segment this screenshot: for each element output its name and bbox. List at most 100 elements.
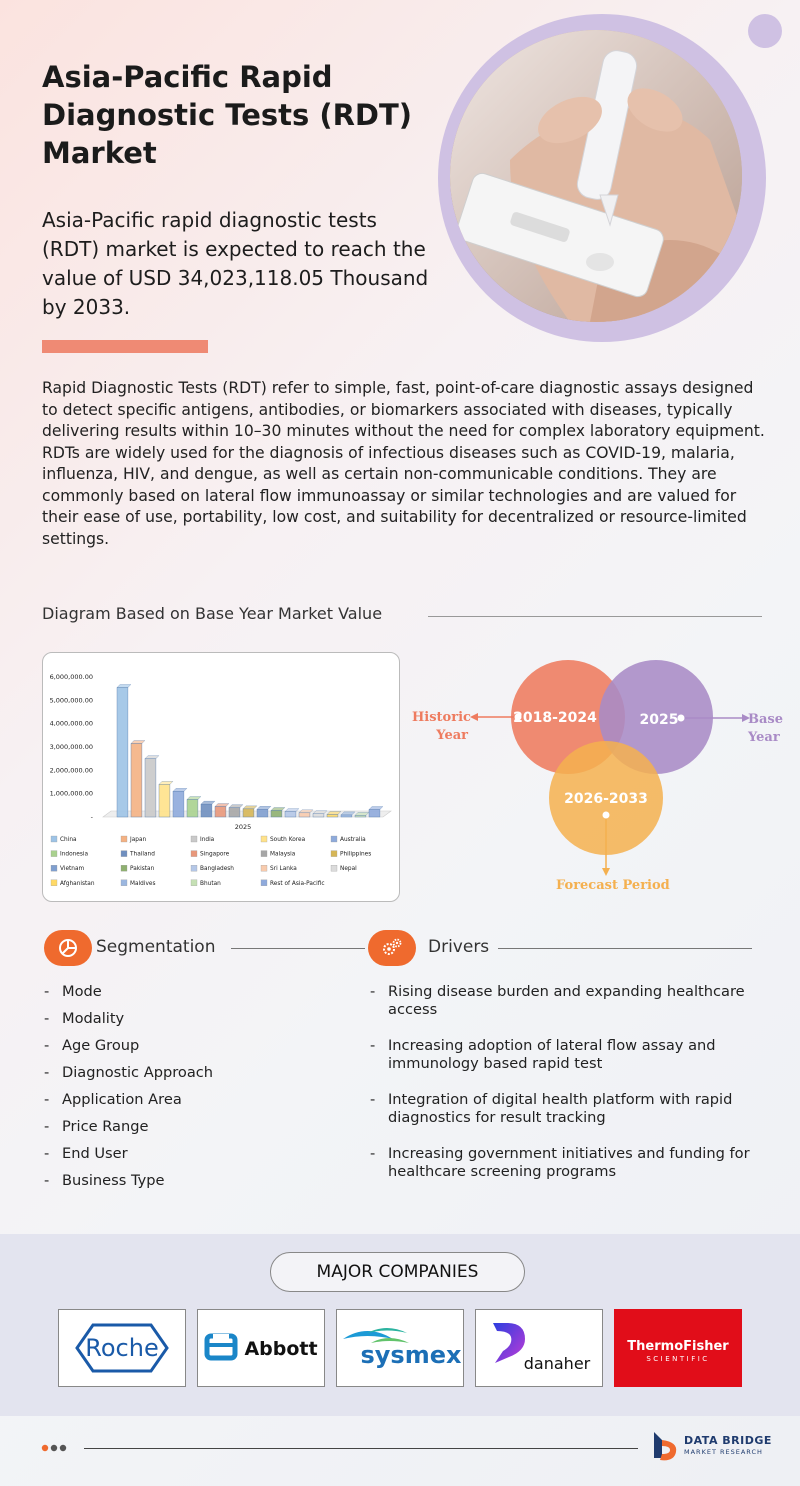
roche-logo: Roche	[58, 1309, 186, 1387]
brand-name: DATA BRIDGE	[684, 1434, 772, 1447]
thermofisher-logo: ThermoFisher SCIENTIFIC	[614, 1309, 742, 1387]
base-arrow-dot	[677, 714, 685, 722]
abbott-wordmark: Abbott	[244, 1338, 317, 1360]
diagram-section-heading: Diagram Based on Base Year Market Value	[42, 604, 383, 623]
rapid-test-illustration	[450, 30, 742, 322]
legend-swatch	[260, 835, 268, 843]
legend-swatch	[190, 850, 198, 857]
legend-swatch	[330, 835, 338, 843]
bar-bhutan	[354, 815, 367, 818]
y-tick-label: -	[91, 813, 94, 821]
x-axis-label: 2025	[235, 823, 252, 831]
list-item: - Increasing government initiatives and f…	[370, 1145, 750, 1180]
bar-top	[116, 684, 132, 688]
list-item: - Price Range	[44, 1118, 149, 1135]
legend-swatch	[260, 865, 268, 872]
legend-swatch	[260, 850, 268, 857]
abbott-logo: Abbott	[197, 1309, 325, 1387]
data-bridge-logo-icon	[654, 1432, 677, 1461]
bar-top	[340, 811, 356, 816]
drivers-title: Drivers	[428, 937, 490, 957]
y-tick-label: 2,000,000.00	[50, 766, 93, 774]
legend-label: Malaysia	[270, 852, 296, 858]
major-companies-heading: MAJOR COMPANIES	[270, 1252, 525, 1292]
legend-label: Vietnam	[60, 866, 85, 872]
market-forecast-summary: Asia-Pacific rapid diagnostic tests (RDT…	[42, 208, 429, 319]
footer-divider	[84, 1448, 638, 1449]
scientific-wordmark: SCIENTIFIC	[646, 1355, 709, 1363]
bar-bangladesh	[284, 811, 297, 818]
historic-arrow-head	[470, 713, 478, 721]
historic-period-text: 2018-2024	[513, 710, 597, 726]
bar-afghanistan	[326, 814, 339, 818]
legend-swatch	[50, 835, 58, 843]
bar-malaysia	[228, 807, 241, 818]
forecast-period-label: Forecast Period	[556, 878, 670, 893]
bar-top	[242, 805, 258, 809]
bar-nepal	[312, 813, 325, 818]
list-item: - Business Type	[44, 1172, 165, 1189]
drivers-icon	[368, 930, 416, 966]
legend-swatch	[190, 879, 198, 886]
bar-maldives	[340, 814, 353, 818]
pie-chart-icon	[59, 939, 77, 957]
legend-swatch	[190, 865, 198, 872]
legend-label: Maldives	[130, 881, 155, 887]
legend-label: Indonesia	[60, 852, 88, 858]
legend-label: Bhutan	[200, 881, 221, 887]
bar-philippines	[242, 808, 255, 818]
bar-south-korea	[158, 784, 171, 818]
accent-bar	[42, 340, 208, 353]
bar-top	[284, 808, 300, 812]
list-item: - End User	[44, 1145, 128, 1162]
legend-label: China	[60, 837, 77, 843]
y-tick-label: 5,000,000.00	[50, 696, 93, 704]
legend-swatch	[120, 850, 128, 857]
legend-swatch	[50, 879, 58, 886]
bar-top	[368, 806, 384, 810]
footer-dots-icon	[41, 1444, 67, 1452]
bar-top	[298, 809, 314, 813]
bar-top	[144, 755, 160, 759]
base-year-label: Base Year	[748, 712, 784, 745]
legend-label: Nepal	[340, 866, 357, 872]
y-tick-label: 3,000,000.00	[50, 743, 93, 751]
bar-china	[116, 687, 129, 818]
bar-singapore	[214, 806, 227, 818]
base-year-text: 2025	[640, 712, 679, 728]
legend-label: Australia	[340, 837, 366, 843]
list-item: - Application Area	[44, 1091, 182, 1108]
list-item: - Diagnostic Approach	[44, 1064, 214, 1081]
drivers-list: - Rising disease burden and expanding hea…	[370, 983, 765, 1199]
legend-label: Pakistan	[130, 866, 155, 872]
bar-australia	[172, 791, 185, 818]
list-item: - Increasing adoption of lateral flow ass…	[370, 1037, 716, 1072]
legend-label: Thailand	[129, 852, 155, 858]
bar-top	[200, 801, 216, 805]
bar-vietnam	[256, 809, 269, 818]
y-tick-label: 4,000,000.00	[50, 720, 93, 728]
list-item: - Mode	[44, 983, 102, 1000]
legend-swatch	[330, 850, 338, 857]
section-divider	[428, 616, 762, 617]
segmentation-icon	[44, 930, 92, 966]
bar-pakistan	[270, 810, 283, 818]
legend-label: Singapore	[200, 852, 230, 858]
bar-japan	[130, 743, 143, 818]
bar-indonesia	[186, 799, 199, 818]
legend-swatch	[260, 879, 268, 886]
bar-india	[144, 758, 157, 818]
segmentation-title: Segmentation	[96, 937, 216, 957]
bar-top	[256, 806, 272, 810]
period-venn-diagram: 2018-2024 2025 2026-2033	[470, 660, 750, 876]
forecast-arrow-dot	[602, 811, 610, 819]
market-value-chart-panel: - 1,000,000.00 2,000,000.00 3,000,000.00 4,0…	[42, 652, 400, 902]
list-item: - Modality	[44, 1010, 125, 1027]
segmentation-list: - Mode - Modality - Age Group - Diagnostic A…	[44, 983, 344, 1199]
thermofisher-wordmark: ThermoFisher	[627, 1339, 729, 1354]
y-tick-label: 1,000,000.00	[50, 790, 93, 798]
rdt-description: Rapid Diagnostic Tests (RDT) refer to si…	[42, 379, 765, 548]
forecast-period-text: 2026-2033	[564, 791, 648, 807]
bar-top	[270, 807, 286, 811]
legend-label: Philippines	[340, 852, 371, 858]
